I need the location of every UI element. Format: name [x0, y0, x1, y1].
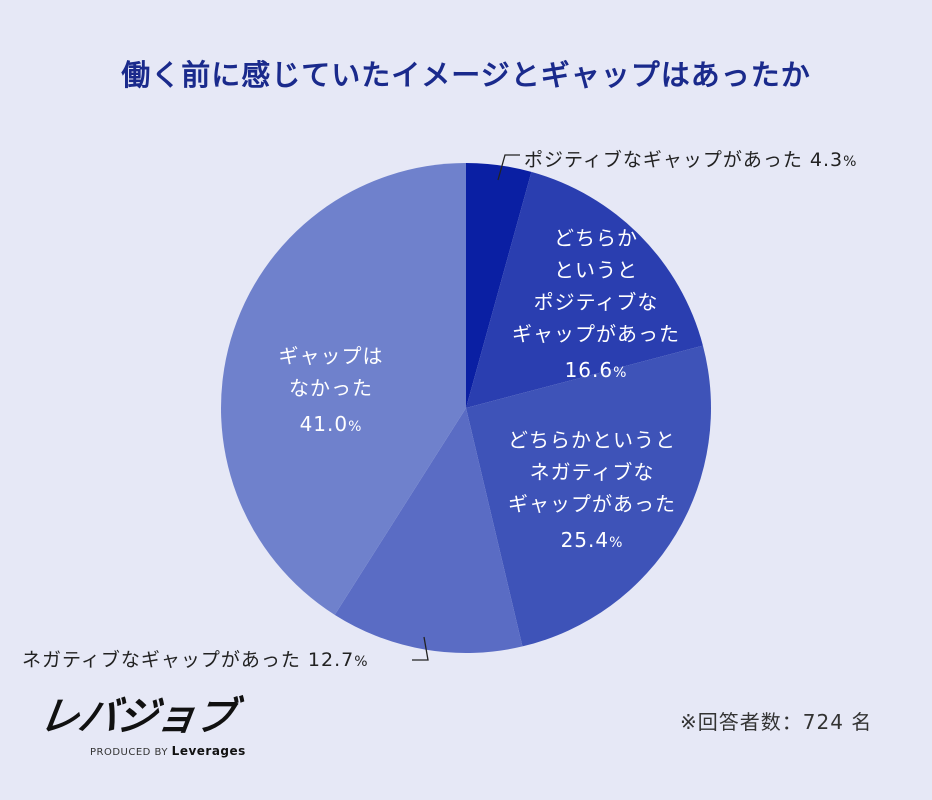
pie-slice: [334, 408, 523, 653]
chart-title: 働く前に感じていたイメージとギャップはあったか: [121, 58, 811, 92]
brand-logo: レバジョブ PRODUCED BY Leverages: [36, 684, 246, 758]
respondent-count-note: ※回答者数：724 名: [680, 710, 873, 734]
slice-label-negative: ネガティブなギャップがあった 12.7%: [22, 649, 369, 671]
slice-label-somewhat-negative: どちらかというと ネガティブな ギャップがあった 25.4%: [508, 428, 676, 552]
pie-slice: [466, 171, 703, 408]
pie-slice: [466, 345, 711, 647]
slice-label-somewhat-positive: どちらか というと ポジティブな ギャップがあった 16.6%: [512, 226, 680, 382]
leader-line: [497, 154, 520, 181]
slice-label-none: ギャップは なかった 41.0%: [278, 344, 384, 436]
slice-label-positive: ポジティブなギャップがあった 4.3%: [524, 149, 858, 171]
pie-slice: [466, 163, 532, 408]
logo-subtitle: PRODUCED BY Leverages: [90, 744, 246, 758]
leader-line: [412, 636, 429, 661]
logo-mark: レバジョブ: [36, 694, 238, 740]
pie-slice: [221, 163, 466, 615]
